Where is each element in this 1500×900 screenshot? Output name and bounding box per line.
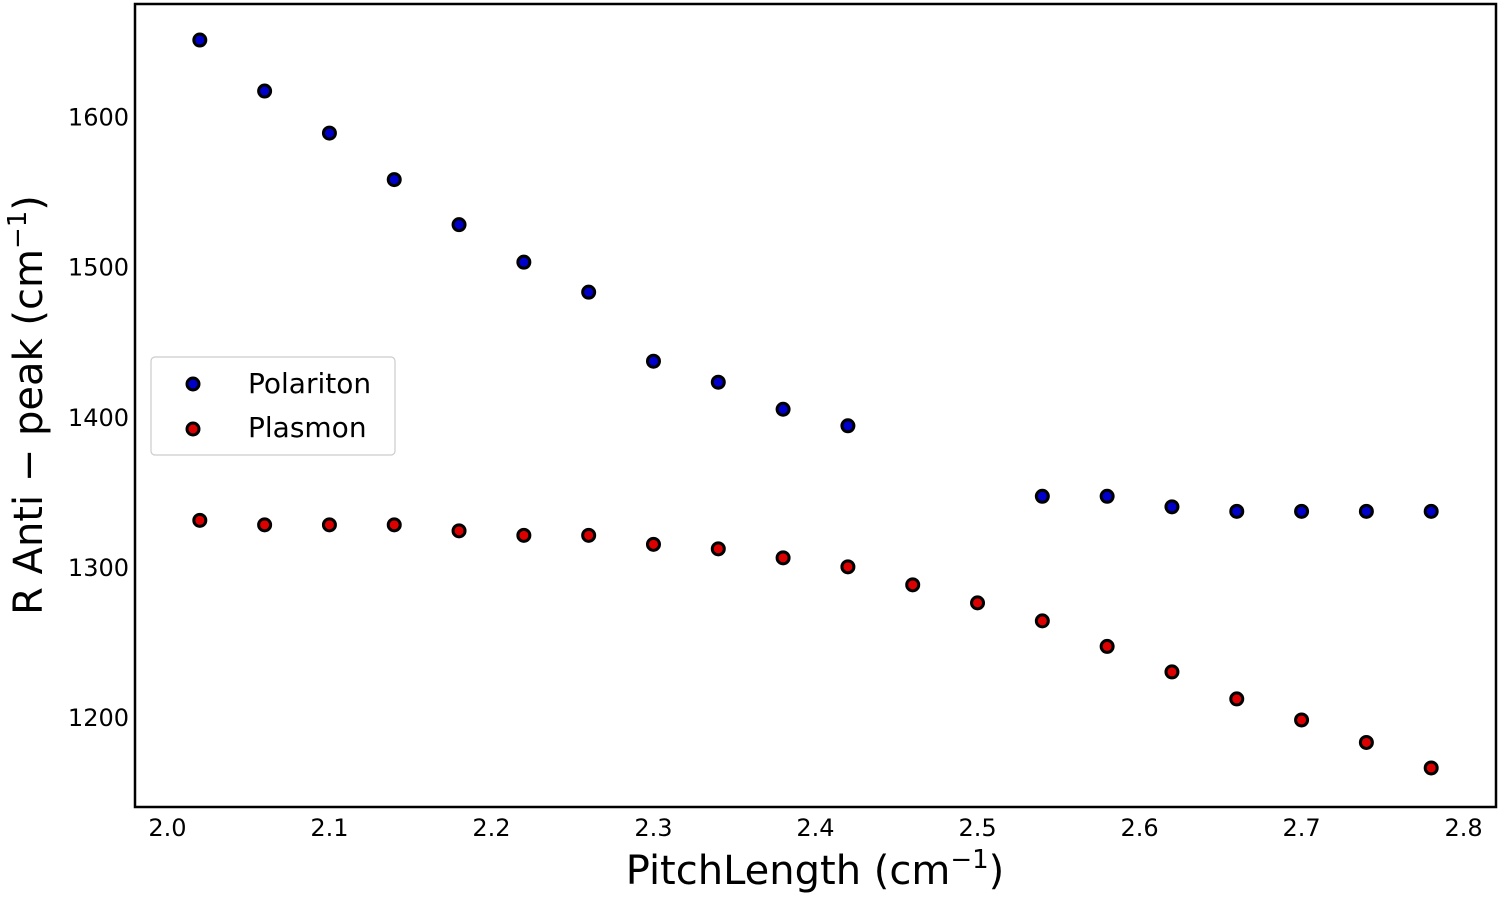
y-axis-label-end: ) [6,195,52,211]
data-point-plasmon [970,595,986,611]
data-point-plasmon [1164,664,1180,680]
data-point-plasmon [1229,691,1245,707]
y-axis-label-sup: −1 [3,211,33,249]
x-tick-label: 2.3 [634,814,672,842]
x-tick-label: 2.0 [148,814,186,842]
data-point-polariton [257,83,273,99]
x-axis-ticks: 2.0 2.1 2.2 2.3 2.4 2.5 2.6 2.7 2.8 [148,814,1482,842]
x-tick-label: 2.5 [958,814,996,842]
data-point-plasmon [645,536,661,552]
data-point-plasmon [1423,760,1439,776]
plot-frame [133,2,1498,809]
data-point-polariton [775,401,791,417]
data-point-plasmon [710,541,726,557]
data-point-polariton [451,217,467,233]
data-point-plasmon [451,523,467,539]
data-point-polariton [516,254,532,270]
data-point-plasmon [840,559,856,575]
data-point-plasmon [516,527,532,543]
data-point-plasmon [321,517,337,533]
data-point-plasmon [775,550,791,566]
data-point-plasmon [1358,734,1374,750]
data-point-plasmon [1099,638,1115,654]
data-point-plasmon [1294,712,1310,728]
y-axis-label-main: R Anti − peak (cm [6,249,52,615]
legend-label-plasmon: Plasmon [248,411,367,444]
legend-marker-polariton [185,376,201,392]
data-point-polariton [1034,488,1050,504]
data-point-polariton [386,172,402,188]
data-points [192,32,1439,776]
y-axis-label: R Anti − peak (cm−1) [3,195,52,615]
data-point-polariton [1358,503,1374,519]
x-axis-label-end: ) [989,848,1005,894]
legend-marker-plasmon [185,421,201,437]
x-tick-label: 2.7 [1282,814,1320,842]
data-point-polariton [321,125,337,141]
x-axis-label-sup: −1 [950,845,988,875]
data-point-polariton [710,374,726,390]
x-axis-label-main: PitchLength (cm [626,848,951,894]
y-tick-label: 1500 [68,254,129,282]
data-point-polariton [581,284,597,300]
data-point-plasmon [905,577,921,593]
y-tick-label: 1400 [68,404,129,432]
x-axis-label: PitchLength (cm−1) [626,845,1005,894]
y-tick-label: 1600 [68,104,129,132]
data-point-polariton [1164,499,1180,515]
data-point-plasmon [1034,613,1050,629]
x-tick-label: 2.8 [1445,814,1483,842]
data-point-polariton [645,353,661,369]
x-tick-label: 2.2 [472,814,510,842]
data-point-polariton [192,32,208,48]
data-point-polariton [1294,503,1310,519]
x-tick-label: 2.4 [796,814,834,842]
data-point-polariton [840,418,856,434]
y-axis-ticks: 1200 1300 1400 1500 1600 [68,104,129,732]
data-point-plasmon [581,527,597,543]
legend-box [150,356,396,456]
data-point-plasmon [257,517,273,533]
data-point-plasmon [386,517,402,533]
legend: Polariton Plasmon [150,356,396,456]
y-tick-label: 1300 [68,554,129,582]
x-tick-label: 2.1 [310,814,348,842]
data-point-polariton [1099,488,1115,504]
data-point-plasmon [192,512,208,528]
data-point-polariton [1423,503,1439,519]
data-point-polariton [1229,503,1245,519]
y-tick-label: 1200 [68,704,129,732]
legend-label-polariton: Polariton [248,367,371,400]
x-tick-label: 2.6 [1120,814,1158,842]
